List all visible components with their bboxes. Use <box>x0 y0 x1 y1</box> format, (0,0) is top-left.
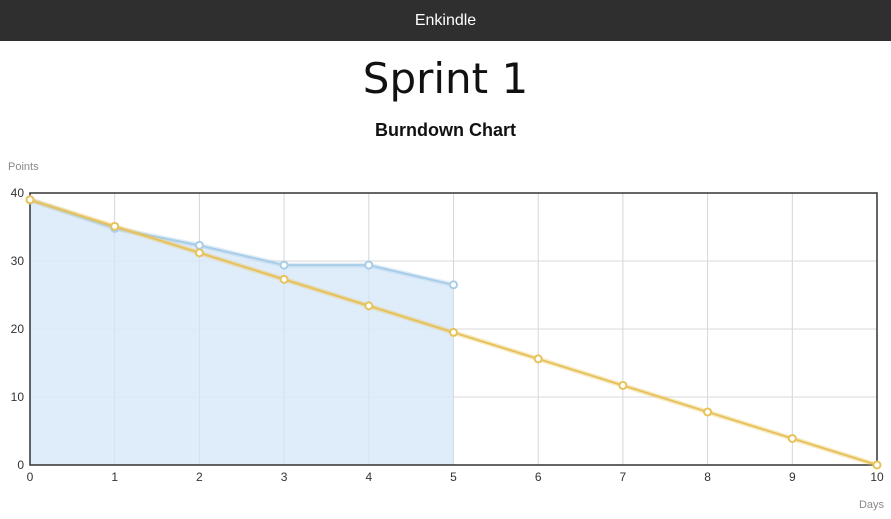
x-tick-label: 4 <box>365 470 372 484</box>
y-tick-label: 40 <box>11 186 25 200</box>
x-tick-label: 1 <box>111 470 118 484</box>
plot-frame <box>29 192 878 466</box>
x-tick-label: 7 <box>620 470 627 484</box>
data-point <box>279 260 289 270</box>
x-tick-label: 6 <box>535 470 542 484</box>
x-tick-label: 9 <box>789 470 796 484</box>
x-tick-label: 0 <box>27 470 34 484</box>
data-point <box>194 248 204 258</box>
data-point <box>533 354 543 364</box>
y-tick-label: 0 <box>17 458 24 472</box>
x-tick-label: 2 <box>196 470 203 484</box>
x-axis-label: Days <box>859 499 885 511</box>
data-point <box>279 274 289 284</box>
x-tick-label: 10 <box>870 470 884 484</box>
data-point <box>194 240 204 250</box>
data-point <box>364 260 374 270</box>
chart-title: Burndown Chart <box>375 120 516 140</box>
data-point <box>364 301 374 311</box>
x-tick-label: 5 <box>450 470 457 484</box>
y-tick-label: 10 <box>11 390 25 404</box>
top-navbar: Enkindle <box>0 0 891 41</box>
y-tick-label: 20 <box>11 322 25 336</box>
data-point <box>872 460 882 470</box>
series-line <box>29 198 454 286</box>
data-point <box>449 280 458 290</box>
x-tick-label: 3 <box>281 470 288 484</box>
series-area <box>30 199 454 466</box>
page-title: Sprint 1 <box>362 54 529 103</box>
y-tick-label: 30 <box>11 254 25 268</box>
x-tick-label: 8 <box>704 470 711 484</box>
data-point <box>449 327 458 337</box>
data-point <box>110 221 120 231</box>
data-point <box>618 380 628 390</box>
burndown-chart: 0 1 2 3 4 5 6 7 8 9 10 0 10 20 30 40 Points Days <box>8 161 885 511</box>
data-point <box>787 433 797 443</box>
data-point <box>25 195 35 205</box>
data-point <box>703 407 713 417</box>
y-axis-label: Points <box>8 161 39 173</box>
navbar-brand[interactable]: Enkindle <box>414 11 477 29</box>
